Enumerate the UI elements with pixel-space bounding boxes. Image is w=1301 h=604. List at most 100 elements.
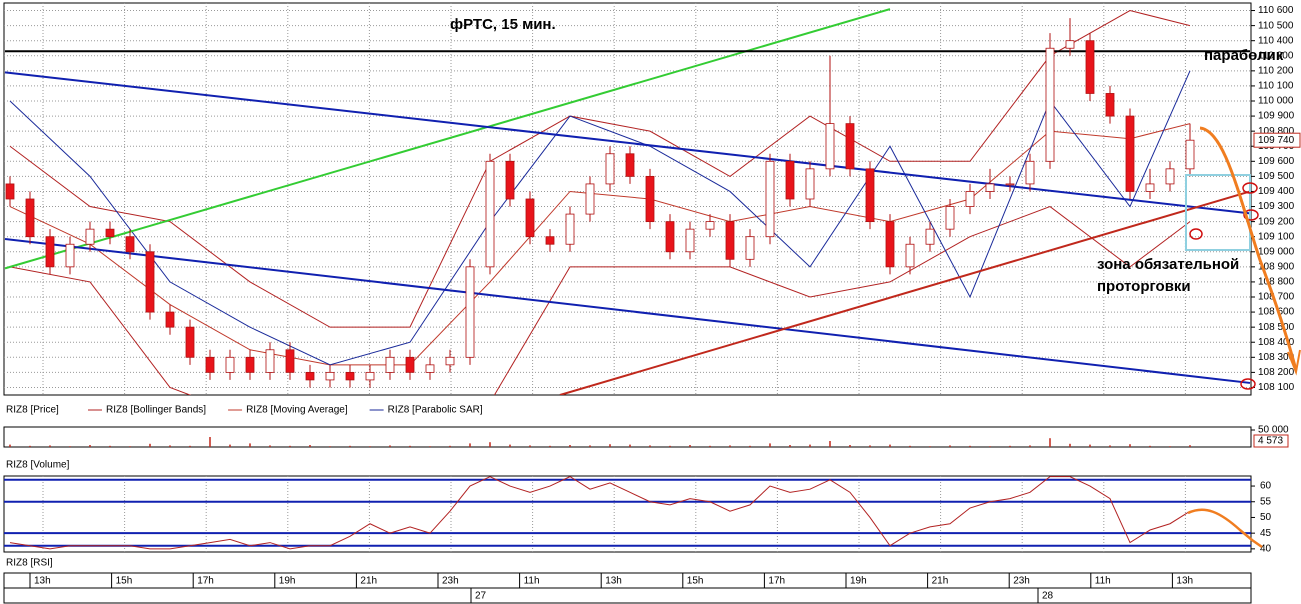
last-volume-label: 4 573	[1258, 436, 1283, 447]
y-tick-label: 108 400	[1258, 337, 1295, 348]
volume-bar	[509, 444, 511, 447]
volume-bar	[589, 445, 591, 447]
candle-body	[605, 153, 615, 185]
y-tick-label: 110 100	[1258, 81, 1294, 92]
volume-bar	[109, 445, 111, 447]
candle-body	[1105, 93, 1115, 117]
panel-label: RIZ8 [RSI]	[6, 558, 53, 569]
candle-body	[1145, 183, 1155, 192]
y-tick-label: 110 600	[1258, 5, 1294, 16]
volume-bar	[529, 445, 531, 447]
volume-bar	[269, 445, 271, 447]
volume-bar	[189, 445, 191, 447]
volume-bar	[149, 443, 151, 447]
volume-bar	[169, 445, 171, 447]
volume-bar	[1069, 443, 1071, 447]
candle-body	[345, 371, 355, 381]
volume-bar	[569, 445, 571, 447]
candle-body	[985, 183, 995, 192]
candle-body	[705, 221, 715, 230]
volume-bar	[1149, 445, 1151, 447]
candle-body	[625, 153, 635, 177]
time-label: 13h	[1176, 576, 1193, 587]
volume-bar	[829, 441, 831, 447]
zone-box	[1185, 174, 1251, 251]
candle-body	[265, 349, 275, 373]
candle-body	[1125, 115, 1135, 192]
candle-body	[125, 236, 135, 253]
panel-label: RIZ8 [Volume]	[6, 460, 70, 471]
indicator-line	[9, 123, 1191, 366]
candle-body	[105, 228, 115, 238]
candle-body	[305, 371, 315, 381]
legend-entry: RIZ8 [Moving Average]	[246, 405, 348, 416]
y-tick-label: 55	[1260, 496, 1272, 507]
axes: 13h 15h 17h 19h 21h 23h 11h 13h 15h 17h 19h 21h 23h 1…	[29, 5, 1301, 603]
volume-bar	[749, 445, 751, 447]
date-label: 28	[1042, 591, 1054, 602]
last-price-box	[1253, 132, 1301, 148]
indicator-line	[9, 70, 1191, 366]
marker-circle	[1242, 182, 1258, 194]
y-tick-label: 108 300	[1258, 352, 1295, 363]
volume-bar	[209, 437, 211, 447]
candle-body	[245, 356, 255, 373]
time-label: 11h	[1095, 576, 1111, 587]
volume-bar	[369, 446, 371, 447]
volume-bar	[869, 445, 871, 447]
volume-bar	[809, 444, 811, 447]
forecast-arrow	[1199, 126, 1298, 371]
candle-body	[965, 191, 975, 207]
time-label: 19h	[279, 576, 296, 587]
volume-bar	[429, 446, 431, 447]
annotation: проторговки	[1097, 278, 1191, 295]
candle-body	[1045, 47, 1055, 162]
y-tick-label: 108 700	[1258, 292, 1295, 303]
candle-body	[925, 228, 935, 245]
candle-body	[845, 123, 855, 170]
candle-body	[205, 356, 215, 373]
volume-bar	[1189, 445, 1191, 447]
candle-body	[45, 236, 55, 268]
candle-body	[185, 326, 195, 358]
time-label: 13h	[34, 576, 51, 587]
y-tick-label: 109 200	[1258, 216, 1295, 227]
volume-bar	[69, 446, 71, 447]
volume-bar	[349, 445, 351, 447]
volume-bar	[1009, 445, 1011, 447]
volume-bar	[1049, 438, 1051, 447]
arrow-head	[1287, 349, 1301, 376]
marker-circle	[1243, 209, 1259, 221]
candle-body	[485, 160, 495, 268]
y-tick-label: 60	[1260, 481, 1272, 492]
volume-bar	[289, 445, 291, 447]
time-label: 13h	[605, 576, 622, 587]
candle-body	[665, 221, 675, 253]
volume-bar	[329, 446, 331, 447]
candle-body	[405, 356, 415, 373]
candle-body	[585, 183, 595, 215]
marker-circle	[1240, 378, 1256, 390]
volume-bar	[229, 444, 231, 447]
rsi-plot	[4, 476, 1251, 550]
volume-bar	[29, 445, 31, 447]
volume-bar	[929, 446, 931, 447]
chart-title: фРТС, 15 мин.	[450, 16, 556, 33]
y-tick-label: 110 500	[1258, 20, 1294, 31]
candle-body	[65, 243, 75, 268]
y-tick-label: 110 200	[1258, 65, 1294, 76]
last-price-label: 109 740	[1258, 135, 1295, 146]
candle-body	[1165, 168, 1175, 185]
volume-bar	[389, 445, 391, 447]
candle-body	[25, 198, 35, 238]
volume-bar	[909, 445, 911, 447]
candle-body	[805, 168, 815, 200]
time-label: 21h	[932, 576, 949, 587]
candle-body	[1005, 183, 1015, 186]
candle-body	[905, 243, 915, 268]
volume-bar	[649, 445, 651, 447]
candle-body	[145, 251, 155, 313]
candle-body	[685, 228, 695, 253]
candle-body	[885, 221, 895, 268]
